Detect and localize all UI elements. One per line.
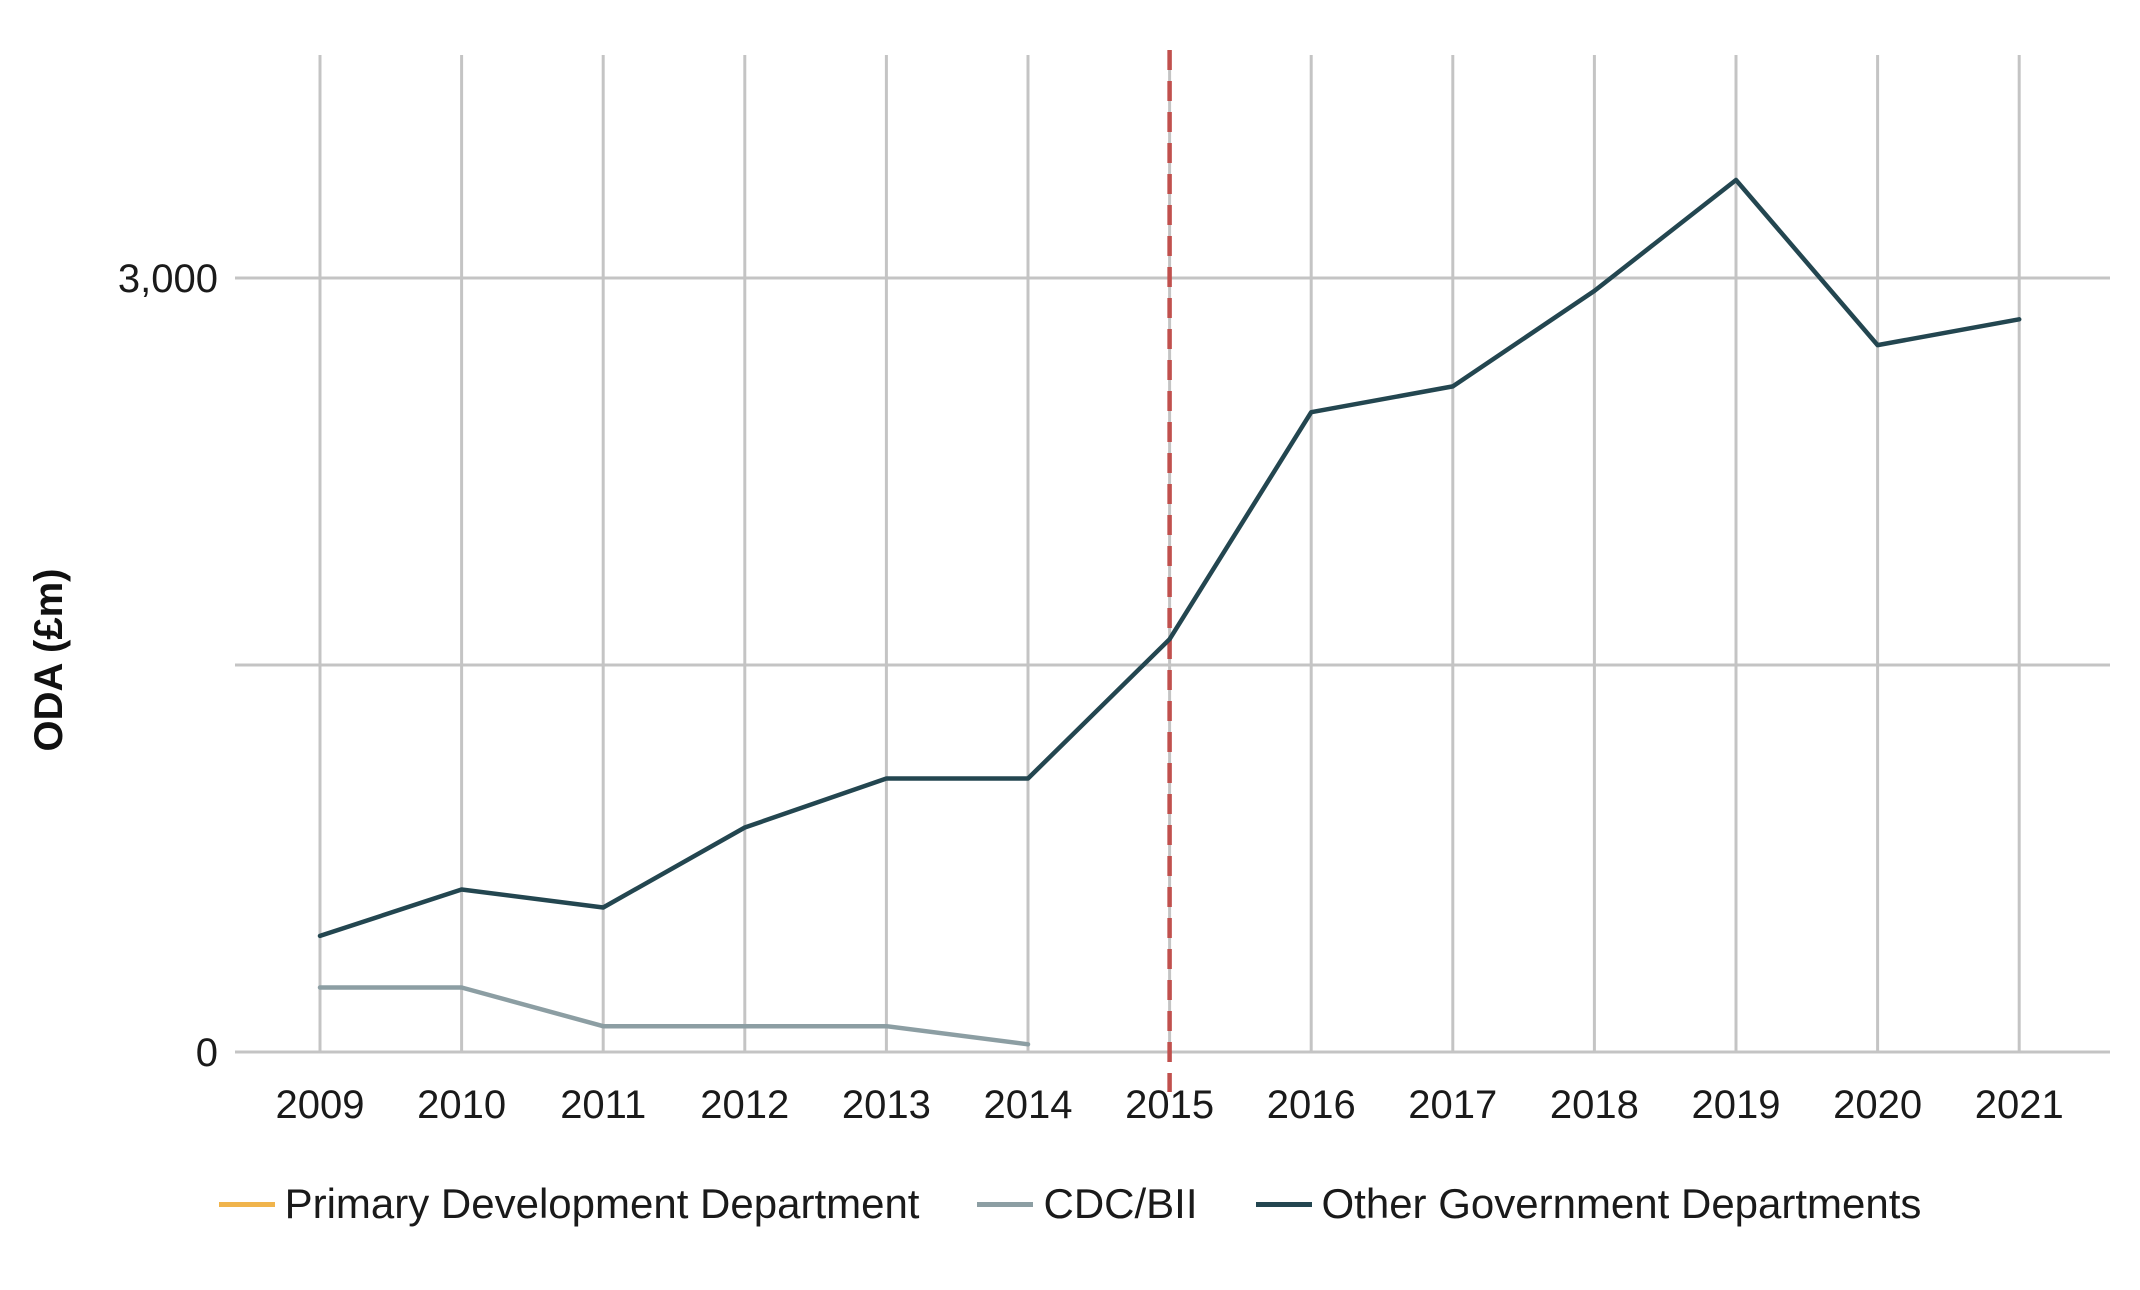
x-tick-label: 2020 bbox=[1833, 1083, 1922, 1127]
legend-label: Other Government Departments bbox=[1321, 1180, 1922, 1227]
y-tick-label: 3,000 bbox=[118, 257, 218, 301]
x-tick-label: 2013 bbox=[842, 1083, 931, 1127]
legend-item-primary-development-department: Primary Development Department bbox=[218, 1180, 920, 1228]
legend-swatch-cdc-bii bbox=[977, 1201, 1034, 1207]
x-tick-label: 2010 bbox=[417, 1083, 506, 1127]
legend-label: Primary Development Department bbox=[284, 1180, 920, 1227]
series-lines bbox=[317, 177, 2022, 1047]
x-tick-label: 2017 bbox=[1408, 1083, 1497, 1127]
series-line-cdc-bii bbox=[317, 985, 1031, 1047]
legend-item-other-government-departments: Other Government Departments bbox=[1255, 1180, 1922, 1228]
x-tick-label: 2021 bbox=[1975, 1083, 2064, 1127]
vertical-gridlines bbox=[318, 55, 2021, 1052]
x-tick-label: 2019 bbox=[1692, 1083, 1781, 1127]
y-axis-tick-labels: 03,0006,0009,000 bbox=[118, 257, 218, 1075]
horizontal-gridlines bbox=[235, 276, 2110, 1054]
legend-label: CDC/BII bbox=[1043, 1180, 1198, 1227]
legend-swatch-other-government-departments bbox=[1255, 1201, 1312, 1207]
x-tick-label: 2012 bbox=[700, 1083, 789, 1127]
x-tick-label: 2014 bbox=[984, 1083, 1073, 1127]
x-tick-label: 2009 bbox=[276, 1083, 365, 1127]
x-axis-tick-labels: 2009 2010 2011 2012 2013 2014 2015 2016 2017 2018… bbox=[276, 1083, 2064, 1127]
x-tick-label: 2016 bbox=[1267, 1083, 1356, 1127]
legend-item-cdc-bii: CDC/BII bbox=[977, 1180, 1198, 1228]
legend: Primary Development Department CDC/BII O… bbox=[0, 1180, 2140, 1228]
x-tick-label: 2011 bbox=[560, 1083, 646, 1127]
x-tick-label: 2018 bbox=[1550, 1083, 1639, 1127]
y-axis-label: ODA (£m) bbox=[27, 569, 71, 752]
legend-swatch-primary-development-department bbox=[218, 1201, 275, 1207]
y-tick-label: 0 bbox=[196, 1031, 218, 1075]
x-tick-label: 2015 bbox=[1125, 1083, 1214, 1127]
series-line-other-government-departments bbox=[317, 177, 2022, 939]
